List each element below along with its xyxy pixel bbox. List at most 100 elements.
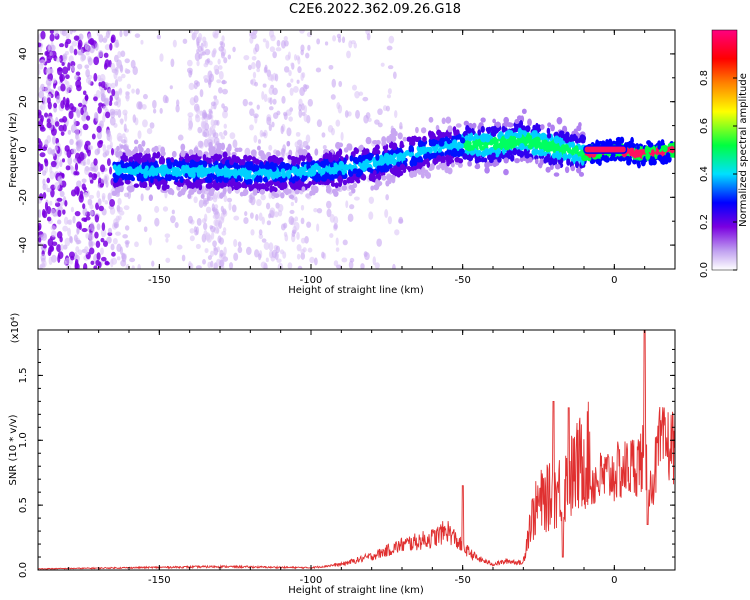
spectrogram-cell (629, 151, 635, 157)
spectrogram-cell (269, 161, 275, 169)
noise-dot (385, 194, 389, 201)
noise-dot (213, 95, 218, 100)
spectrogram-cell (503, 168, 509, 176)
noise-dot (154, 205, 160, 213)
noise-dot (333, 260, 339, 267)
spectrogram-cell (240, 182, 246, 189)
noise-dot (63, 260, 67, 266)
noise-dot (296, 253, 301, 260)
noise-dot (300, 204, 305, 211)
spectrogram-cell (222, 182, 228, 188)
noise-dot (214, 204, 219, 210)
spectrogram-cell (425, 172, 432, 179)
spectrogram-cell (164, 167, 170, 173)
noise-dot (59, 74, 64, 83)
noise-dot (340, 131, 344, 141)
noise-dot (106, 144, 112, 150)
noise-dot (255, 213, 259, 221)
noise-dot (322, 144, 327, 150)
spectrogram-cell (309, 190, 313, 197)
noise-dot (63, 216, 69, 225)
noise-dot (98, 81, 102, 87)
noise-dot (64, 41, 69, 49)
noise-dot (175, 104, 180, 113)
noise-dot (81, 228, 88, 233)
spectrogram-cell (410, 136, 416, 145)
spectrogram-cell (151, 156, 156, 163)
noise-dot (305, 134, 311, 144)
spectrogram-cell (251, 183, 257, 189)
spectrogram-cell (411, 156, 416, 162)
spectrogram-cell (347, 169, 353, 177)
noise-dot (82, 90, 87, 96)
noise-dot (165, 257, 171, 263)
spectrogram-cell (187, 183, 194, 189)
noise-dot (303, 105, 308, 114)
spectrogram-cell (341, 185, 348, 191)
noise-dot (76, 84, 82, 92)
spectrogram-cell (258, 175, 262, 182)
noise-dot (354, 91, 360, 99)
noise-dot (96, 171, 101, 178)
noise-dot (85, 232, 90, 239)
noise-dot (385, 105, 391, 112)
noise-dot (40, 30, 46, 40)
spectrogram-cell (180, 143, 186, 151)
noise-dot (135, 88, 140, 95)
noise-dot (248, 194, 253, 199)
noise-dot (104, 82, 109, 88)
noise-dot (255, 59, 261, 69)
spectrogram-cell (181, 164, 187, 172)
spectrogram-cell (365, 136, 372, 145)
noise-dot (174, 221, 179, 229)
noise-dot (124, 67, 128, 74)
spectrogram-cell (268, 168, 273, 177)
noise-dot (217, 235, 222, 244)
spectrogram-cell (452, 139, 458, 146)
spectrogram-cell (597, 152, 603, 158)
noise-dot (38, 199, 42, 204)
spectrogram-cell (357, 169, 364, 176)
noise-dot (117, 135, 123, 142)
noise-dot (66, 80, 70, 88)
noise-dot (342, 239, 348, 246)
noise-dot (362, 96, 369, 102)
spectrogram-cell (188, 149, 194, 156)
noise-dot (189, 228, 195, 234)
spectrogram-cell (556, 117, 563, 125)
noise-dot (221, 103, 225, 109)
noise-dot (341, 257, 348, 263)
spectrogram-cell (459, 137, 465, 142)
spectrogram-cell (507, 150, 513, 156)
noise-dot (57, 209, 62, 218)
noise-dot (268, 213, 272, 219)
spectrogram-cell (450, 162, 455, 168)
noise-dot (99, 164, 106, 173)
spectrogram-cell (509, 154, 515, 162)
noise-dot (276, 39, 281, 47)
spectrogram-cell (574, 160, 580, 169)
noise-dot (58, 175, 63, 184)
noise-dot (70, 61, 76, 67)
noise-dot (62, 116, 68, 123)
noise-dot (59, 236, 63, 243)
noise-dot (85, 68, 90, 78)
spectrogram-cell (133, 146, 138, 153)
spectrogram-cell (116, 145, 120, 152)
noise-dot (64, 237, 71, 247)
spectrogram-cell (484, 161, 490, 169)
noise-dot (86, 158, 91, 165)
spectrogram-cell (158, 158, 163, 165)
noise-dot (38, 209, 42, 218)
spectrogram-cell (558, 130, 565, 135)
y-tick-label: 0.5 (18, 497, 29, 513)
spectrogram-cell (497, 133, 502, 140)
spectrogram-cell (305, 145, 311, 150)
noise-dot (89, 222, 95, 232)
spectrogram-cell (338, 175, 343, 181)
spectrogram-cell (420, 172, 425, 179)
spectrogram-cell (223, 168, 228, 176)
noise-dot (333, 223, 338, 230)
spectrogram-cell (446, 160, 450, 167)
